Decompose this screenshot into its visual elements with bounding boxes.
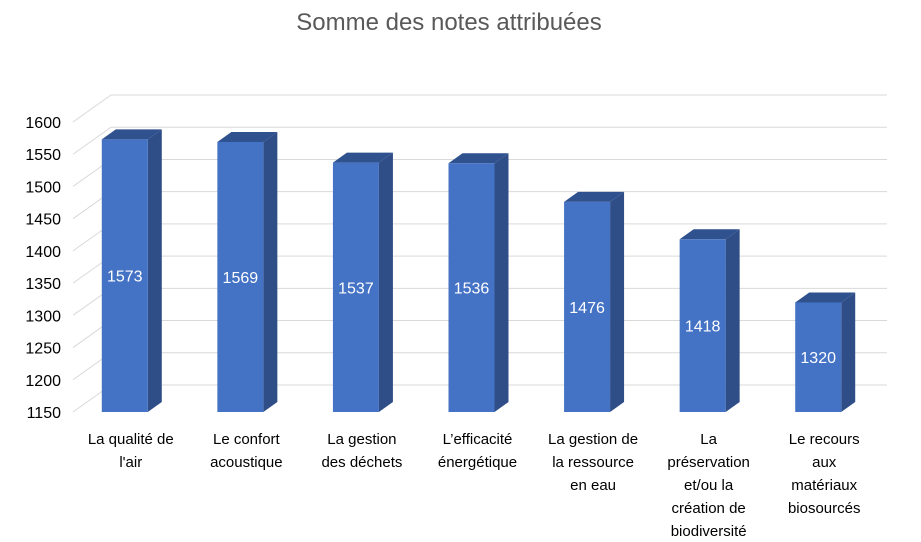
y-tick-label: 1350 (25, 276, 61, 293)
y-tick-label: 1200 (25, 373, 61, 390)
x-tick-label: La qualité de l'air (88, 431, 174, 471)
x-tick-label-line: préservation (667, 454, 750, 471)
x-tick-label-line: création de (672, 500, 746, 517)
bar-top (679, 229, 740, 240)
bar: 1320 (795, 292, 856, 412)
bar-top (564, 191, 625, 202)
x-tick-label-line: matériaux (791, 477, 857, 494)
x-tick-label-line: La (700, 431, 717, 448)
x-tick-label-line: l'air (119, 454, 142, 471)
bar-top (795, 292, 856, 303)
x-tick-label-line: acoustique (210, 454, 283, 471)
data-label: 1320 (800, 350, 836, 367)
data-label: 1537 (338, 280, 374, 297)
bar-side (147, 129, 162, 412)
bar-front (679, 239, 726, 412)
x-tick-label-line: biodiversité (671, 523, 747, 540)
bar-top (332, 152, 393, 163)
x-tick-label-line: Le confort (213, 431, 281, 448)
bar-front (101, 139, 148, 412)
bar-side (610, 191, 625, 412)
bar-side (725, 229, 740, 412)
bar: 1536 (448, 153, 509, 412)
x-tick-label-line: La gestion de (548, 431, 638, 448)
bar-front (795, 302, 842, 412)
y-tick-label: 1550 (25, 147, 61, 164)
x-tick-label: La gestion de la ressource en eau (548, 431, 638, 494)
x-tick-label-line: des déchets (321, 454, 402, 471)
bar: 1476 (564, 191, 625, 412)
y-tick-label: 1150 (27, 405, 62, 422)
x-tick-label-line: en eau (570, 477, 616, 494)
x-tick-label: La gestion des déchets (321, 431, 402, 471)
x-tick-label-line: aux (812, 454, 837, 471)
x-tick-label: L’efficacité énergétique (438, 431, 517, 471)
x-tick-label-line: Le recours (789, 431, 860, 448)
bar-side (841, 292, 856, 412)
bar-side (494, 153, 509, 412)
y-tick-label: 1450 (25, 212, 61, 229)
y-axis: 1150 1200 1250 1300 1350 1400 1450 1500 1550 1600 (25, 115, 61, 422)
bar-side (378, 152, 393, 412)
data-label: 1573 (107, 269, 143, 286)
bar-top (217, 131, 278, 142)
bar-front (332, 162, 379, 412)
bars: 1573 1569 1537 1536 1476 1418 1320 (101, 129, 856, 412)
bar-side (263, 131, 278, 412)
gridline (72, 94, 887, 123)
data-label: 1476 (569, 300, 605, 317)
bar-top (448, 153, 509, 164)
data-label: 1569 (223, 270, 259, 287)
y-tick-label: 1500 (25, 179, 61, 196)
gridline (72, 126, 887, 155)
x-tick-label: Le confort acoustique (210, 431, 283, 471)
y-tick-label: 1400 (25, 244, 61, 261)
y-tick-label: 1300 (25, 308, 61, 325)
y-tick-label: 1250 (25, 341, 61, 358)
bar-front (448, 163, 495, 412)
x-tick-label: Le recours aux matériaux biosourcés (788, 431, 861, 517)
y-tick-label: 1600 (25, 115, 61, 132)
x-tick-label-line: La qualité de (88, 431, 174, 448)
bar-front (564, 201, 611, 412)
chart-title: Somme des notes attribuées (296, 9, 602, 36)
x-tick-label-line: énergétique (438, 454, 517, 471)
x-tick-label-line: biosourcés (788, 500, 861, 517)
bar: 1418 (679, 229, 740, 412)
x-tick-label-line: L’efficacité (443, 431, 513, 448)
x-tick-label-line: la ressource (552, 454, 634, 471)
data-label: 1418 (685, 319, 721, 336)
bar: 1569 (217, 131, 278, 412)
bar: 1573 (101, 129, 162, 412)
data-label: 1536 (454, 281, 490, 298)
x-tick-label-line: La gestion (327, 431, 396, 448)
bar-top (101, 129, 162, 140)
bar: 1537 (332, 152, 393, 412)
x-axis: La qualité de l'air Le confort acoustique La… (88, 431, 861, 540)
x-tick-label: La préservation et/ou la création de biodive… (667, 431, 750, 540)
bar-front (217, 141, 264, 412)
x-tick-label-line: et/ou la (684, 477, 734, 494)
